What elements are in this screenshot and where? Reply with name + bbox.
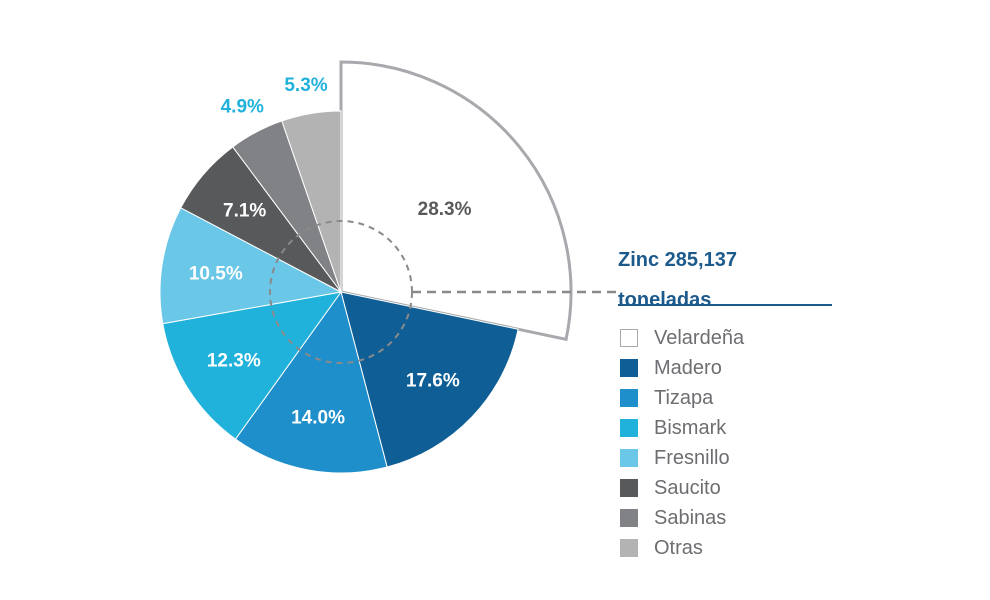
legend-swatch <box>620 359 638 377</box>
label-bismark: 12.3% <box>207 351 261 372</box>
legend-item-sabinas: Sabinas <box>620 503 744 533</box>
legend-label: Sabinas <box>654 506 727 529</box>
chart-title-line2: toneladas <box>618 289 712 311</box>
legend-item-fresnillo: Fresnillo <box>620 443 744 473</box>
legend-label: Madero <box>654 356 722 379</box>
legend-swatch <box>620 329 638 347</box>
slice-labels: 28.3% 17.6% 14.0% 12.3% 10.5% 7.1% 4.9% 5.3% <box>189 75 472 429</box>
slice-fresnillo <box>159 207 343 325</box>
legend-item-madero: Madero <box>620 353 744 383</box>
legend-swatch <box>620 539 638 557</box>
legend-item-tizapa: Tizapa <box>620 383 744 413</box>
slice-madero <box>340 291 519 468</box>
label-otras: 5.3% <box>284 75 327 96</box>
title-underline <box>618 304 832 306</box>
label-saucito: 7.1% <box>223 201 266 222</box>
slice-bismark <box>162 291 343 440</box>
legend-item-otras: Otras <box>620 533 744 563</box>
legend-swatch <box>620 419 638 437</box>
pie-slices <box>159 60 573 474</box>
legend-item-velardena: Velardeña <box>620 323 744 353</box>
label-sabinas: 4.9% <box>221 97 264 118</box>
slice-tizapa <box>234 290 388 474</box>
legend-label: Tizapa <box>654 386 714 409</box>
legend-swatch <box>620 509 638 527</box>
legend-item-saucito: Saucito <box>620 473 744 503</box>
label-velardena: 28.3% <box>418 199 472 220</box>
slice-otras <box>281 110 342 293</box>
legend-label: Otras <box>654 536 703 559</box>
legend-label: Velardeña <box>654 326 745 349</box>
slice-velardena <box>339 60 573 342</box>
legend-swatch <box>620 479 638 497</box>
legend-label: Saucito <box>654 476 721 499</box>
label-tizapa: 14.0% <box>291 408 345 429</box>
legend-label: Bismark <box>654 416 727 439</box>
legend-item-bismark: Bismark <box>620 413 744 443</box>
label-fresnillo: 10.5% <box>189 264 243 285</box>
label-madero: 17.6% <box>406 370 460 391</box>
chart-title-line1: Zinc 285,137 <box>618 249 737 271</box>
chart-title: Zinc 285,137 toneladas <box>618 240 737 320</box>
legend-swatch <box>620 389 638 407</box>
legend-swatch <box>620 449 638 467</box>
legend: Velardeña Madero Tizapa Bismark Fresnillo Sau… <box>620 323 744 563</box>
legend-label: Fresnillo <box>654 446 730 469</box>
